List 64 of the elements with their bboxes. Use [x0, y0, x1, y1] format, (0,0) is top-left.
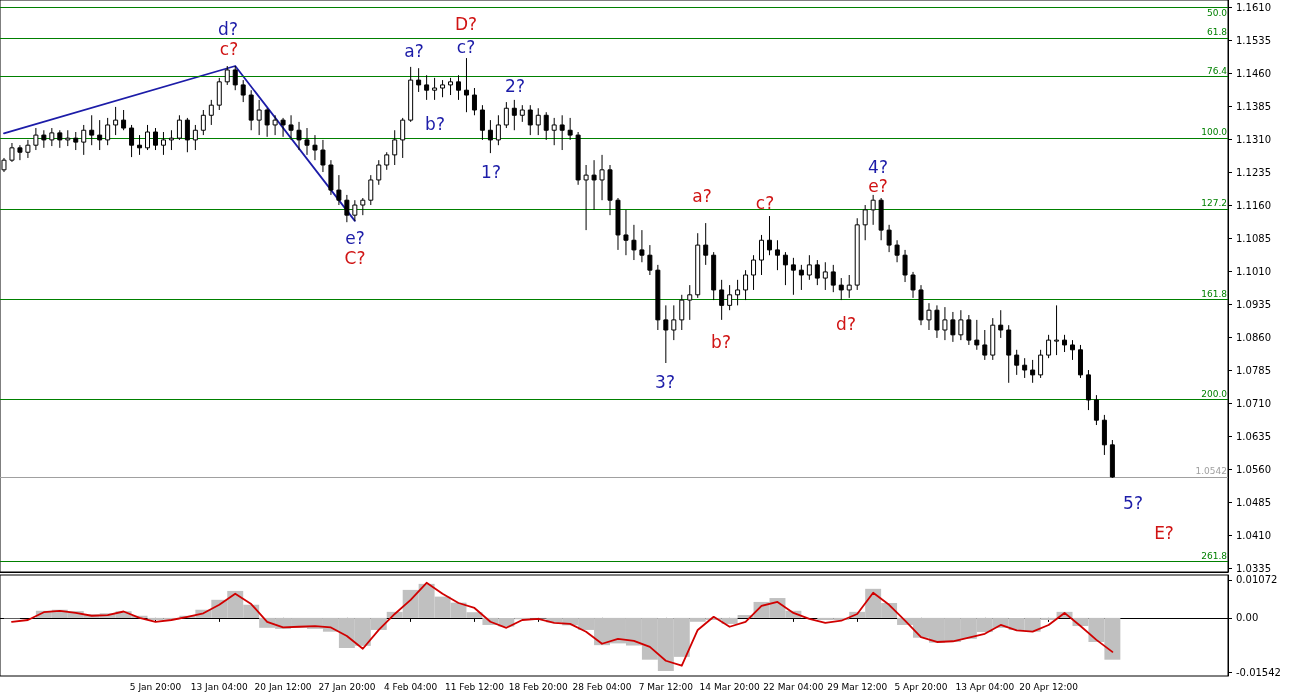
y-tick-label: 1.1085 — [1236, 232, 1271, 244]
y-tick-label: 1.0635 — [1236, 430, 1271, 442]
annotation: d? — [836, 314, 856, 334]
x-tick-label: 18 Feb 20:00 — [508, 681, 569, 692]
y-tick-label: 0.00 — [1236, 612, 1259, 624]
annotation: a? — [404, 41, 424, 61]
y-tick-label: 1.0560 — [1236, 463, 1271, 475]
x-tick-label: 4 Feb 04:00 — [384, 681, 438, 692]
x-tick-label: 22 Mar 04:00 — [763, 681, 824, 692]
y-tick-label: 1.1385 — [1236, 100, 1271, 112]
annotation: a? — [692, 186, 712, 206]
y-tick-label: 1.0335 — [1236, 562, 1271, 574]
x-tick-label: 5 Jan 20:00 — [129, 681, 182, 692]
ref-line-label: 76.4 — [1206, 65, 1228, 76]
annotation: c? — [219, 39, 239, 59]
x-tick-label: 7 Mar 12:00 — [638, 681, 694, 692]
y-tick-label: 1.0935 — [1236, 298, 1271, 310]
ref-line-label: 1.0542 — [1195, 466, 1227, 477]
annotation: b? — [425, 114, 445, 134]
annotation: d? — [218, 19, 238, 39]
y-tick-label: -0.01542 — [1236, 667, 1281, 679]
ref-line-label: 261.8 — [1201, 550, 1228, 561]
x-tick-label: 5 Apr 20:00 — [894, 681, 948, 692]
x-tick-label: 14 Mar 20:00 — [699, 681, 760, 692]
annotation: C? — [344, 248, 366, 268]
ref-line-label: 161.8 — [1201, 288, 1228, 299]
ref-line-label: 61.8 — [1206, 27, 1228, 38]
y-tick-label: 1.1010 — [1236, 265, 1271, 277]
x-tick-label: 27 Jan 20:00 — [318, 681, 376, 692]
annotation: b? — [711, 332, 731, 352]
y-tick-label: 0.01072 — [1236, 574, 1278, 586]
ref-line-label: 200.0 — [1201, 388, 1228, 399]
annotation: e? — [345, 228, 365, 248]
annotation: 3? — [655, 372, 675, 392]
annotation: 1? — [481, 162, 501, 182]
y-tick-label: 1.1235 — [1236, 166, 1271, 178]
x-tick-label: 11 Feb 12:00 — [444, 681, 505, 692]
x-tick-label: 29 Mar 12:00 — [827, 681, 888, 692]
ref-line-label: 100.0 — [1201, 127, 1228, 138]
x-tick-label: 20 Apr 12:00 — [1019, 681, 1079, 692]
annotation: E? — [1154, 523, 1174, 543]
y-tick-label: 1.0785 — [1236, 364, 1271, 376]
annotation: 5? — [1123, 493, 1143, 513]
y-tick-label: 1.1535 — [1236, 34, 1271, 46]
annotation: D? — [454, 14, 478, 34]
x-tick-label: 13 Apr 04:00 — [955, 681, 1015, 692]
y-tick-label: 1.0860 — [1236, 331, 1271, 343]
annotation: 2? — [505, 76, 525, 96]
annotation: 4? — [868, 157, 888, 177]
x-tick-label: 20 Jan 12:00 — [254, 681, 312, 692]
y-tick-label: 1.1310 — [1236, 133, 1271, 145]
y-tick-label: 1.0410 — [1236, 529, 1271, 541]
y-tick-label: 1.1460 — [1236, 67, 1271, 79]
y-tick-label: 1.1160 — [1236, 199, 1271, 211]
ref-line-label: 50.0 — [1206, 7, 1228, 18]
annotation: c? — [755, 193, 775, 213]
annotation: e? — [868, 176, 888, 196]
y-tick-label: 1.1610 — [1236, 1, 1271, 13]
ref-line-label: 127.2 — [1201, 198, 1227, 209]
annotation: c? — [456, 37, 476, 57]
y-tick-label: 1.0710 — [1236, 397, 1271, 409]
x-tick-label: 28 Feb 04:00 — [572, 681, 632, 692]
y-tick-label: 1.0485 — [1236, 496, 1271, 508]
x-tick-label: 13 Jan 04:00 — [190, 681, 249, 692]
